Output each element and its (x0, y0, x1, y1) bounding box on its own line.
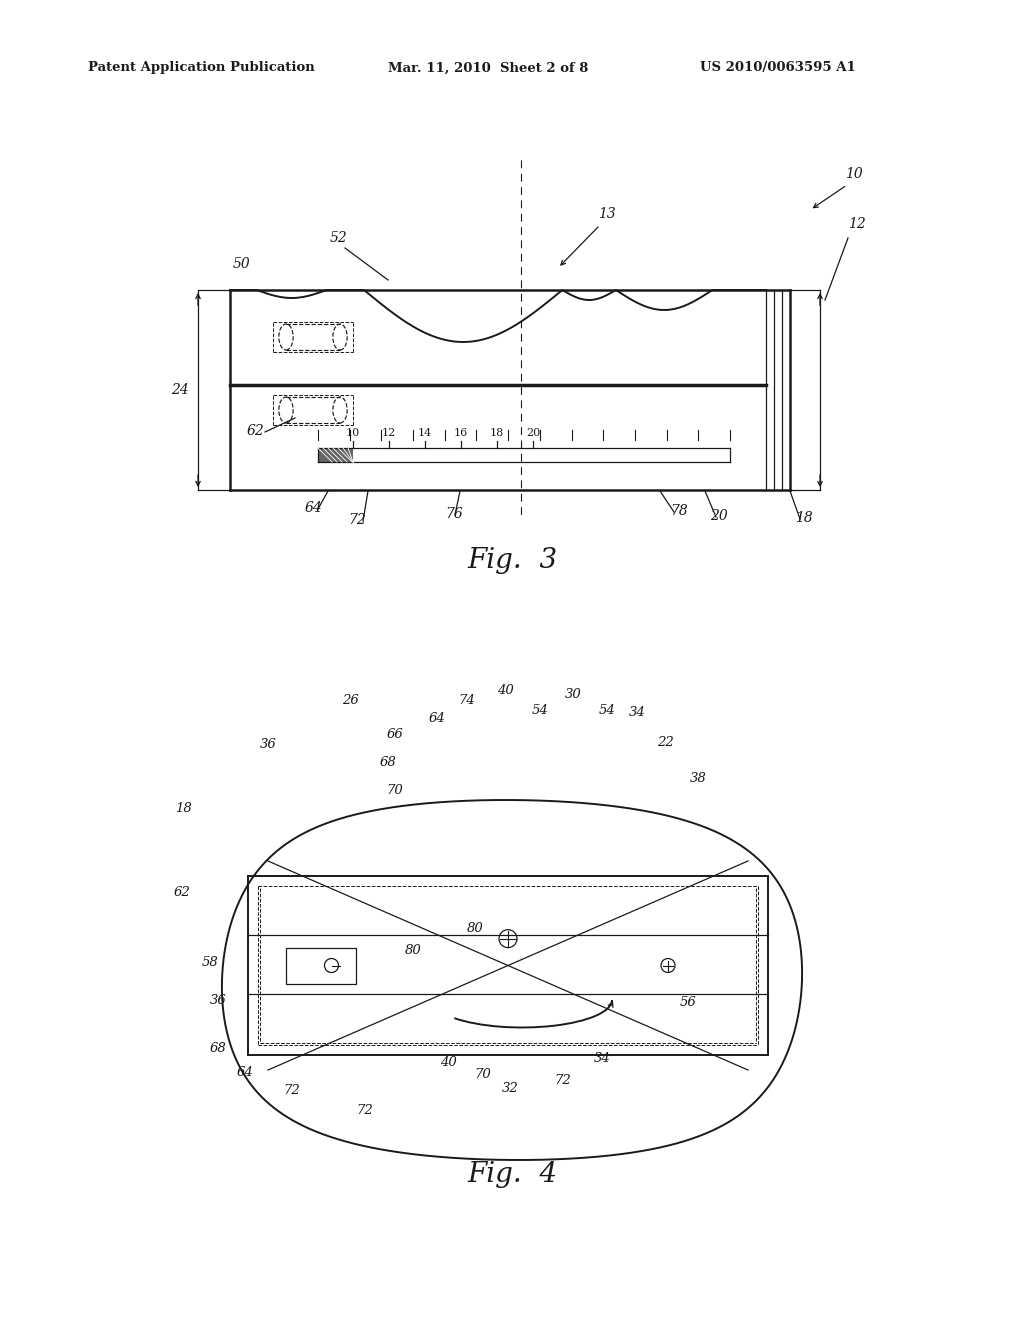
Text: Mar. 11, 2010  Sheet 2 of 8: Mar. 11, 2010 Sheet 2 of 8 (388, 62, 589, 74)
Text: 58: 58 (202, 957, 218, 969)
Text: 24: 24 (171, 383, 188, 397)
Text: 68: 68 (210, 1041, 226, 1055)
Text: 64: 64 (305, 502, 323, 515)
Text: Fig.  4: Fig. 4 (467, 1162, 557, 1188)
Bar (286, 948, 356, 983)
Text: US 2010/0063595 A1: US 2010/0063595 A1 (700, 62, 856, 74)
Text: 72: 72 (348, 513, 366, 527)
Text: 16: 16 (454, 428, 468, 438)
Text: 18: 18 (489, 428, 504, 438)
Text: 22: 22 (656, 735, 674, 748)
Text: 40: 40 (497, 684, 513, 697)
Text: 78: 78 (670, 504, 688, 517)
Text: 74: 74 (459, 693, 475, 706)
Text: 52: 52 (330, 231, 348, 246)
Text: 70: 70 (475, 1068, 492, 1081)
Text: 38: 38 (689, 771, 707, 784)
Text: 34: 34 (629, 705, 645, 718)
Text: 76: 76 (445, 507, 463, 521)
Text: 72: 72 (555, 1073, 571, 1086)
Text: 54: 54 (531, 704, 549, 717)
Text: 32: 32 (502, 1081, 518, 1094)
Text: 26: 26 (342, 693, 358, 706)
Text: 18: 18 (175, 801, 191, 814)
Text: 62: 62 (247, 424, 265, 438)
Text: 70: 70 (387, 784, 403, 796)
Text: 13: 13 (598, 207, 615, 220)
Bar (318, 447, 353, 462)
Text: 10: 10 (346, 428, 360, 438)
Text: 20: 20 (710, 510, 728, 523)
Text: 40: 40 (439, 1056, 457, 1068)
Text: 80: 80 (404, 945, 421, 957)
Text: 66: 66 (387, 729, 403, 742)
Text: 12: 12 (848, 216, 865, 231)
Text: 68: 68 (380, 755, 396, 768)
Text: 14: 14 (418, 428, 432, 438)
Text: 72: 72 (284, 1084, 300, 1097)
Text: 36: 36 (210, 994, 226, 1006)
Text: 54: 54 (599, 704, 615, 717)
Text: 34: 34 (594, 1052, 610, 1064)
Text: 64: 64 (429, 711, 445, 725)
Text: 36: 36 (260, 738, 276, 751)
Text: 20: 20 (526, 428, 540, 438)
Text: 18: 18 (795, 511, 813, 525)
Text: 30: 30 (564, 688, 582, 701)
Text: 50: 50 (233, 257, 251, 271)
Text: Fig.  3: Fig. 3 (467, 546, 557, 573)
Text: 62: 62 (174, 887, 190, 899)
Text: 12: 12 (382, 428, 396, 438)
Text: 80: 80 (467, 921, 483, 935)
Text: Patent Application Publication: Patent Application Publication (88, 62, 314, 74)
Text: 10: 10 (845, 168, 863, 181)
Text: 56: 56 (680, 995, 696, 1008)
Text: 72: 72 (356, 1104, 374, 1117)
Text: 64: 64 (237, 1067, 253, 1080)
